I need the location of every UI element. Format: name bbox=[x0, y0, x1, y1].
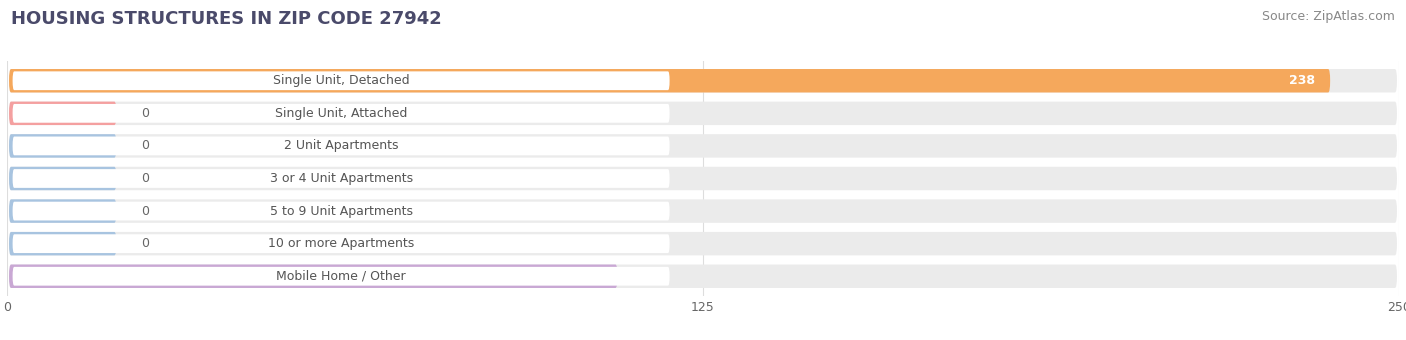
Text: 5 to 9 Unit Apartments: 5 to 9 Unit Apartments bbox=[270, 205, 412, 218]
FancyBboxPatch shape bbox=[13, 202, 669, 220]
FancyBboxPatch shape bbox=[8, 69, 1398, 92]
FancyBboxPatch shape bbox=[8, 102, 1398, 125]
Text: 238: 238 bbox=[1289, 74, 1316, 87]
FancyBboxPatch shape bbox=[13, 234, 669, 253]
FancyBboxPatch shape bbox=[13, 104, 669, 123]
FancyBboxPatch shape bbox=[8, 232, 1398, 255]
FancyBboxPatch shape bbox=[8, 265, 1398, 288]
Text: Source: ZipAtlas.com: Source: ZipAtlas.com bbox=[1261, 10, 1395, 23]
FancyBboxPatch shape bbox=[8, 69, 1330, 92]
Text: 10 or more Apartments: 10 or more Apartments bbox=[269, 237, 415, 250]
FancyBboxPatch shape bbox=[8, 167, 117, 190]
Text: 0: 0 bbox=[141, 205, 149, 218]
Text: 0: 0 bbox=[141, 237, 149, 250]
FancyBboxPatch shape bbox=[8, 265, 617, 288]
Text: 0: 0 bbox=[141, 107, 149, 120]
FancyBboxPatch shape bbox=[13, 71, 669, 90]
FancyBboxPatch shape bbox=[8, 199, 117, 223]
FancyBboxPatch shape bbox=[13, 267, 669, 286]
FancyBboxPatch shape bbox=[8, 134, 1398, 158]
FancyBboxPatch shape bbox=[8, 167, 1398, 190]
FancyBboxPatch shape bbox=[8, 232, 117, 255]
Text: 110: 110 bbox=[576, 270, 603, 283]
Text: Single Unit, Attached: Single Unit, Attached bbox=[276, 107, 408, 120]
Text: 0: 0 bbox=[141, 139, 149, 152]
FancyBboxPatch shape bbox=[8, 134, 117, 158]
FancyBboxPatch shape bbox=[13, 169, 669, 188]
Text: 2 Unit Apartments: 2 Unit Apartments bbox=[284, 139, 398, 152]
FancyBboxPatch shape bbox=[13, 137, 669, 155]
FancyBboxPatch shape bbox=[8, 199, 1398, 223]
Text: 0: 0 bbox=[141, 172, 149, 185]
Text: HOUSING STRUCTURES IN ZIP CODE 27942: HOUSING STRUCTURES IN ZIP CODE 27942 bbox=[11, 10, 441, 28]
Text: Mobile Home / Other: Mobile Home / Other bbox=[277, 270, 406, 283]
Text: 3 or 4 Unit Apartments: 3 or 4 Unit Apartments bbox=[270, 172, 412, 185]
Text: Single Unit, Detached: Single Unit, Detached bbox=[273, 74, 409, 87]
FancyBboxPatch shape bbox=[8, 102, 117, 125]
